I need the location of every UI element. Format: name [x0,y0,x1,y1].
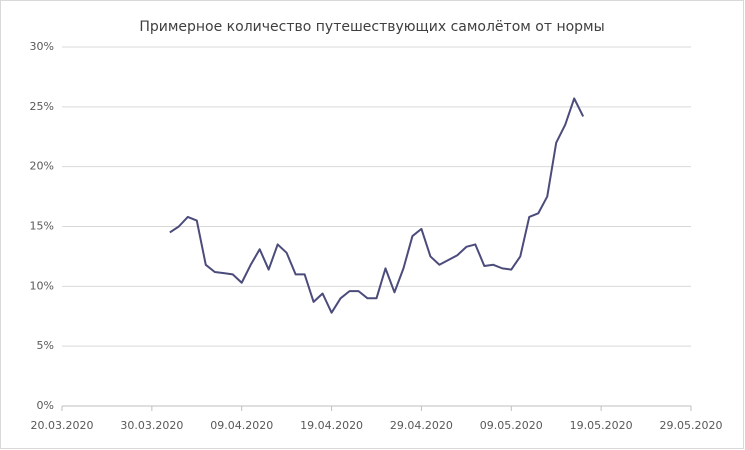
y-tick-label: 30% [30,40,54,53]
y-tick-label: 15% [30,220,54,233]
x-tick-label: 30.03.2020 [120,419,183,432]
y-tick-label: 10% [30,279,54,292]
x-tick-label: 19.04.2020 [300,419,363,432]
x-tick-label: 19.05.2020 [570,419,633,432]
x-tick-label: 29.04.2020 [390,419,453,432]
data-line [169,97,585,314]
y-tick-label: 20% [30,160,54,173]
x-tick-label: 09.05.2020 [480,419,543,432]
chart-title: Примерное количество путешествующих само… [139,19,604,35]
x-tick-label: 20.03.2020 [31,419,94,432]
y-tick-label: 25% [30,100,54,113]
y-tick-label: 0% [37,399,54,412]
x-tick-label: 09.04.2020 [210,419,273,432]
x-tick-label: 29.05.2020 [660,419,723,432]
y-tick-label: 5% [37,339,54,352]
